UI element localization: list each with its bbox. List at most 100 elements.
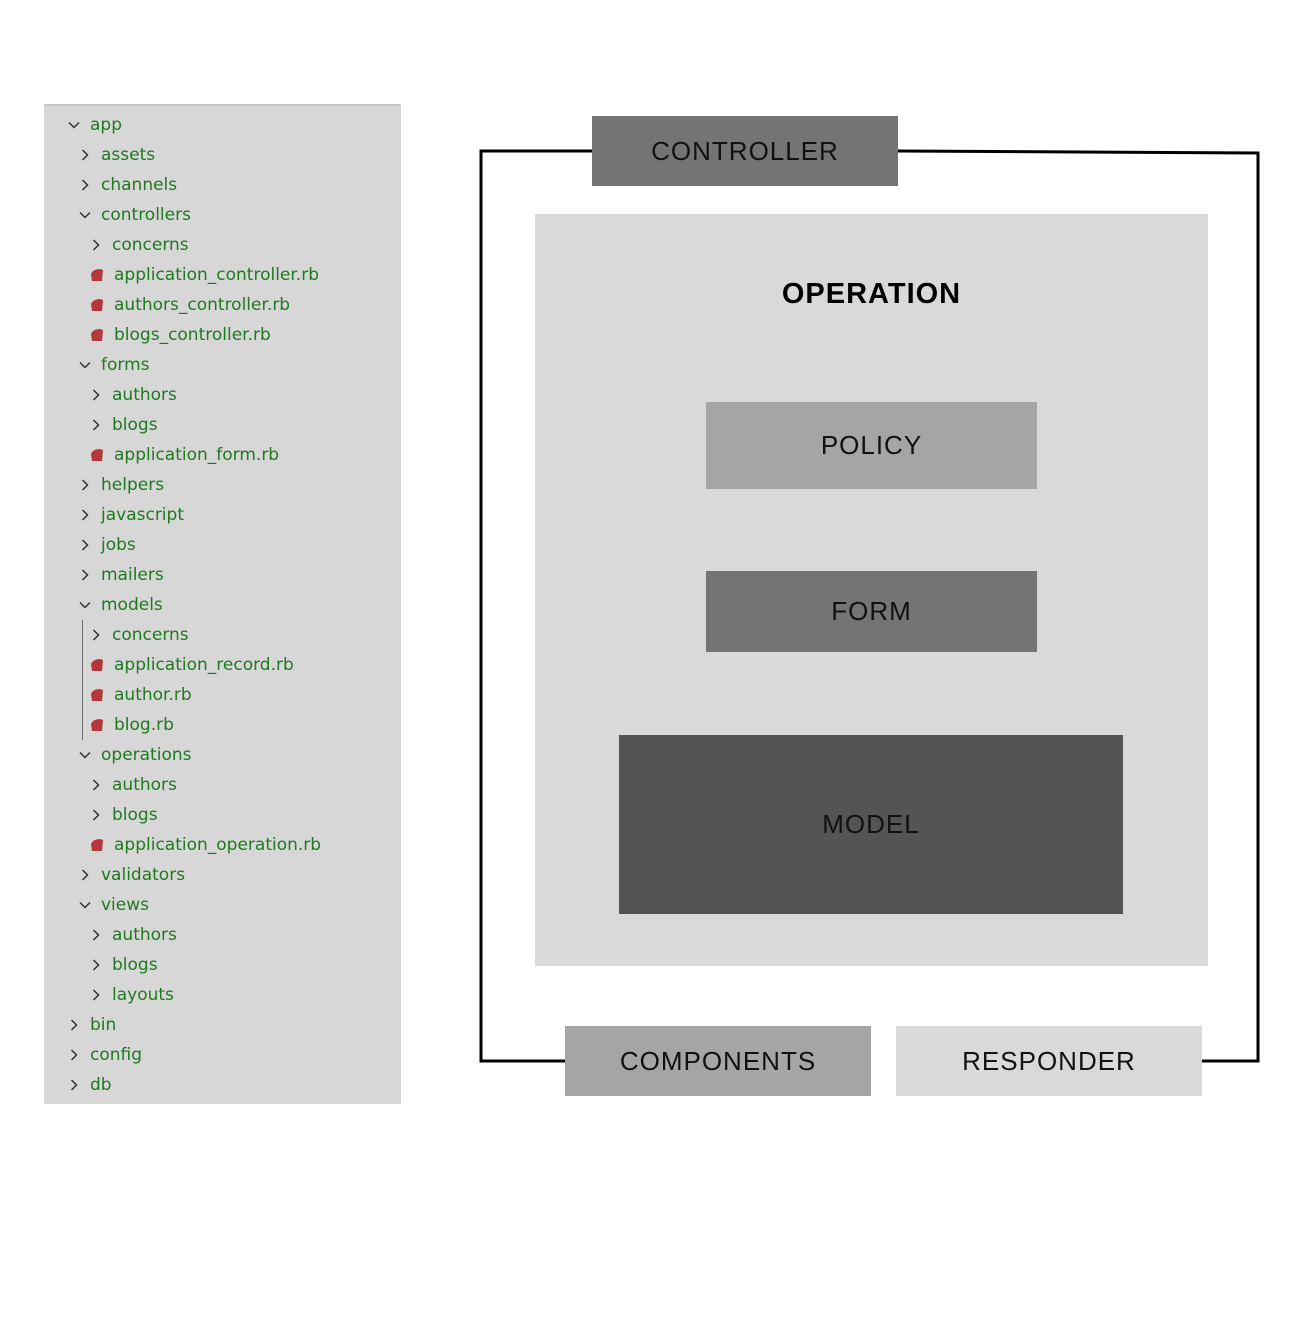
tree-folder-item[interactable]: authors xyxy=(90,380,177,410)
chevron-right-icon xyxy=(79,569,91,581)
tree-folder-item[interactable]: blogs xyxy=(90,410,158,440)
tree-folder-item[interactable]: views xyxy=(79,890,149,920)
chevron-right-icon xyxy=(90,809,102,821)
tree-folder-item[interactable]: operations xyxy=(79,740,191,770)
ruby-file-icon xyxy=(90,299,104,311)
tree-folder-item[interactable]: mailers xyxy=(79,560,164,590)
components-label: COMPONENTS xyxy=(619,1045,817,1076)
tree-item-label: controllers xyxy=(101,205,191,225)
ruby-file-icon xyxy=(90,839,104,851)
chevron-right-icon xyxy=(79,479,91,491)
tree-folder-item[interactable]: layouts xyxy=(90,980,174,1010)
tree-folder-item[interactable]: blogs xyxy=(90,800,158,830)
operation-title: OPERATION xyxy=(781,278,962,310)
chevron-down-icon xyxy=(79,359,91,371)
tree-file-item[interactable]: application_operation.rb xyxy=(90,830,321,860)
tree-folder-item[interactable]: validators xyxy=(79,860,185,890)
tree-item-label: blog.rb xyxy=(114,715,174,735)
tree-file-item[interactable]: application_controller.rb xyxy=(90,260,319,290)
tree-item-label: layouts xyxy=(112,985,174,1005)
form-box: FORM xyxy=(706,571,1037,652)
tree-item-label: blogs xyxy=(112,955,158,975)
outer-frame-lines xyxy=(479,149,1260,1063)
tree-item-label: authors xyxy=(112,775,177,795)
tree-item-label: concerns xyxy=(112,235,189,255)
architecture-diagram: CONTROLLER OPERATION POLICY FORM MODEL C… xyxy=(470,100,1270,1110)
tree-folder-item[interactable]: blogs xyxy=(90,950,158,980)
tree-folder-item[interactable]: controllers xyxy=(79,200,191,230)
tree-item-label: app xyxy=(90,115,122,135)
policy-box: POLICY xyxy=(706,402,1037,489)
chevron-right-icon xyxy=(79,179,91,191)
ruby-file-icon xyxy=(90,719,104,731)
chevron-right-icon xyxy=(79,869,91,881)
tree-item-label: application_record.rb xyxy=(114,655,294,675)
tree-item-label: blogs_controller.rb xyxy=(114,325,271,345)
tree-folder-item[interactable]: concerns xyxy=(90,620,189,650)
tree-item-label: authors xyxy=(112,385,177,405)
chevron-right-icon xyxy=(68,1019,80,1031)
tree-file-item[interactable]: application_record.rb xyxy=(90,650,294,680)
tree-item-label: application_controller.rb xyxy=(114,265,319,285)
chevron-right-icon xyxy=(90,239,102,251)
frame-right-line xyxy=(897,149,1260,1063)
tree-folder-item[interactable]: authors xyxy=(90,770,177,800)
tree-file-item[interactable]: author.rb xyxy=(90,680,192,710)
ruby-file-icon xyxy=(90,269,104,281)
tree-file-item[interactable]: blogs_controller.rb xyxy=(90,320,271,350)
tree-item-label: jobs xyxy=(101,535,136,555)
tree-item-label: assets xyxy=(101,145,156,165)
tree-item-label: javascript xyxy=(101,505,184,525)
chevron-right-icon xyxy=(90,929,102,941)
model-label: MODEL xyxy=(822,809,920,839)
tree-folder-item[interactable]: config xyxy=(68,1040,142,1070)
tree-item-label: db xyxy=(90,1075,112,1095)
chevron-right-icon xyxy=(90,419,102,431)
responder-box: RESPONDER xyxy=(896,1026,1202,1096)
tree-item-label: mailers xyxy=(101,565,164,585)
tree-item-label: authors xyxy=(112,925,177,945)
tree-folder-item[interactable]: channels xyxy=(79,170,177,200)
responder-label: RESPONDER xyxy=(962,1045,1136,1076)
model-box: MODEL xyxy=(619,735,1123,914)
ruby-file-icon xyxy=(90,689,104,701)
components-box: COMPONENTS xyxy=(565,1026,871,1096)
controller-label: CONTROLLER xyxy=(651,135,839,166)
ruby-file-icon xyxy=(90,659,104,671)
policy-label: POLICY xyxy=(820,430,923,460)
tree-folder-item[interactable]: jobs xyxy=(79,530,136,560)
tree-file-item[interactable]: application_form.rb xyxy=(90,440,279,470)
chevron-down-icon xyxy=(79,599,91,611)
tree-item-label: models xyxy=(101,595,163,615)
tree-item-label: concerns xyxy=(112,625,189,645)
chevron-right-icon xyxy=(90,779,102,791)
tree-file-item[interactable]: authors_controller.rb xyxy=(90,290,290,320)
tree-folder-item[interactable]: app xyxy=(68,110,122,140)
tree-item-label: helpers xyxy=(101,475,165,495)
tree-item-label: validators xyxy=(101,865,186,885)
tree-file-item[interactable]: blog.rb xyxy=(90,710,174,740)
chevron-down-icon xyxy=(68,119,80,131)
chevron-right-icon xyxy=(90,959,102,971)
tree-item-label: application_form.rb xyxy=(114,445,280,465)
tree-indent-guide xyxy=(82,620,83,740)
tree-folder-item[interactable]: javascript xyxy=(79,500,184,530)
tree-folder-item[interactable]: concerns xyxy=(90,230,189,260)
controller-box: CONTROLLER xyxy=(592,116,898,186)
chevron-right-icon xyxy=(90,629,102,641)
tree-folder-item[interactable]: bin xyxy=(68,1010,116,1040)
ruby-file-icon xyxy=(90,449,104,461)
tree-folder-item[interactable]: authors xyxy=(90,920,177,950)
tree-item-label: blogs xyxy=(112,415,158,435)
tree-item-label: config xyxy=(90,1045,143,1065)
tree-folder-item[interactable]: helpers xyxy=(79,470,164,500)
tree-folder-item[interactable]: db xyxy=(68,1070,112,1100)
tree-folder-item[interactable]: forms xyxy=(79,350,150,380)
form-label: FORM xyxy=(831,596,912,626)
chevron-right-icon xyxy=(68,1079,80,1091)
chevron-right-icon xyxy=(90,389,102,401)
tree-item-label: views xyxy=(101,895,150,915)
tree-folder-item[interactable]: assets xyxy=(79,140,155,170)
chevron-right-icon xyxy=(79,539,91,551)
tree-folder-item[interactable]: models xyxy=(79,590,163,620)
